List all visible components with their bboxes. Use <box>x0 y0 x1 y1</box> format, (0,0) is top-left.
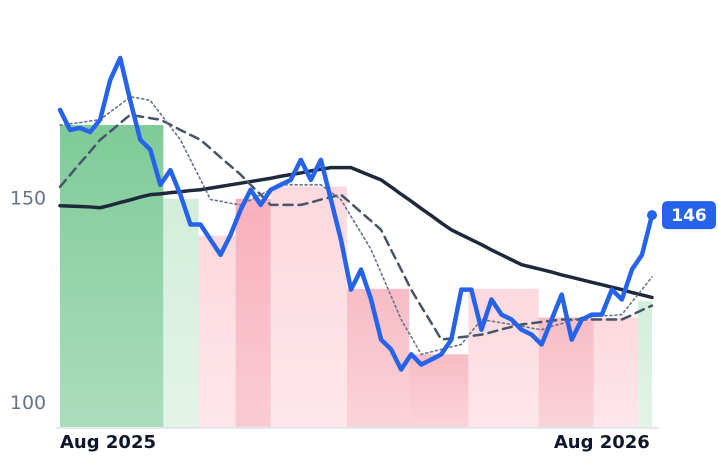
region-fade <box>409 354 469 428</box>
region-fade <box>538 317 594 428</box>
series-line <box>59 96 653 356</box>
region-fade <box>198 235 236 428</box>
price-badge <box>662 201 716 230</box>
series-line <box>58 165 654 300</box>
region-fade <box>60 125 164 428</box>
y-tick-label: 100 <box>10 392 46 414</box>
region-fade <box>468 288 539 428</box>
price-badge-text: 146 <box>671 206 707 226</box>
region-fade <box>235 198 271 428</box>
region-fade <box>163 198 199 428</box>
region-fade <box>346 288 410 428</box>
region-fade <box>270 186 347 428</box>
last-point <box>647 210 657 221</box>
x-tick-label: Aug 2025 <box>60 432 156 453</box>
region-fade <box>637 301 652 428</box>
x-tick-label: Aug 2026 <box>554 432 650 453</box>
region-fade <box>593 317 638 428</box>
y-tick-label: 150 <box>10 187 46 209</box>
series-line <box>57 55 655 372</box>
